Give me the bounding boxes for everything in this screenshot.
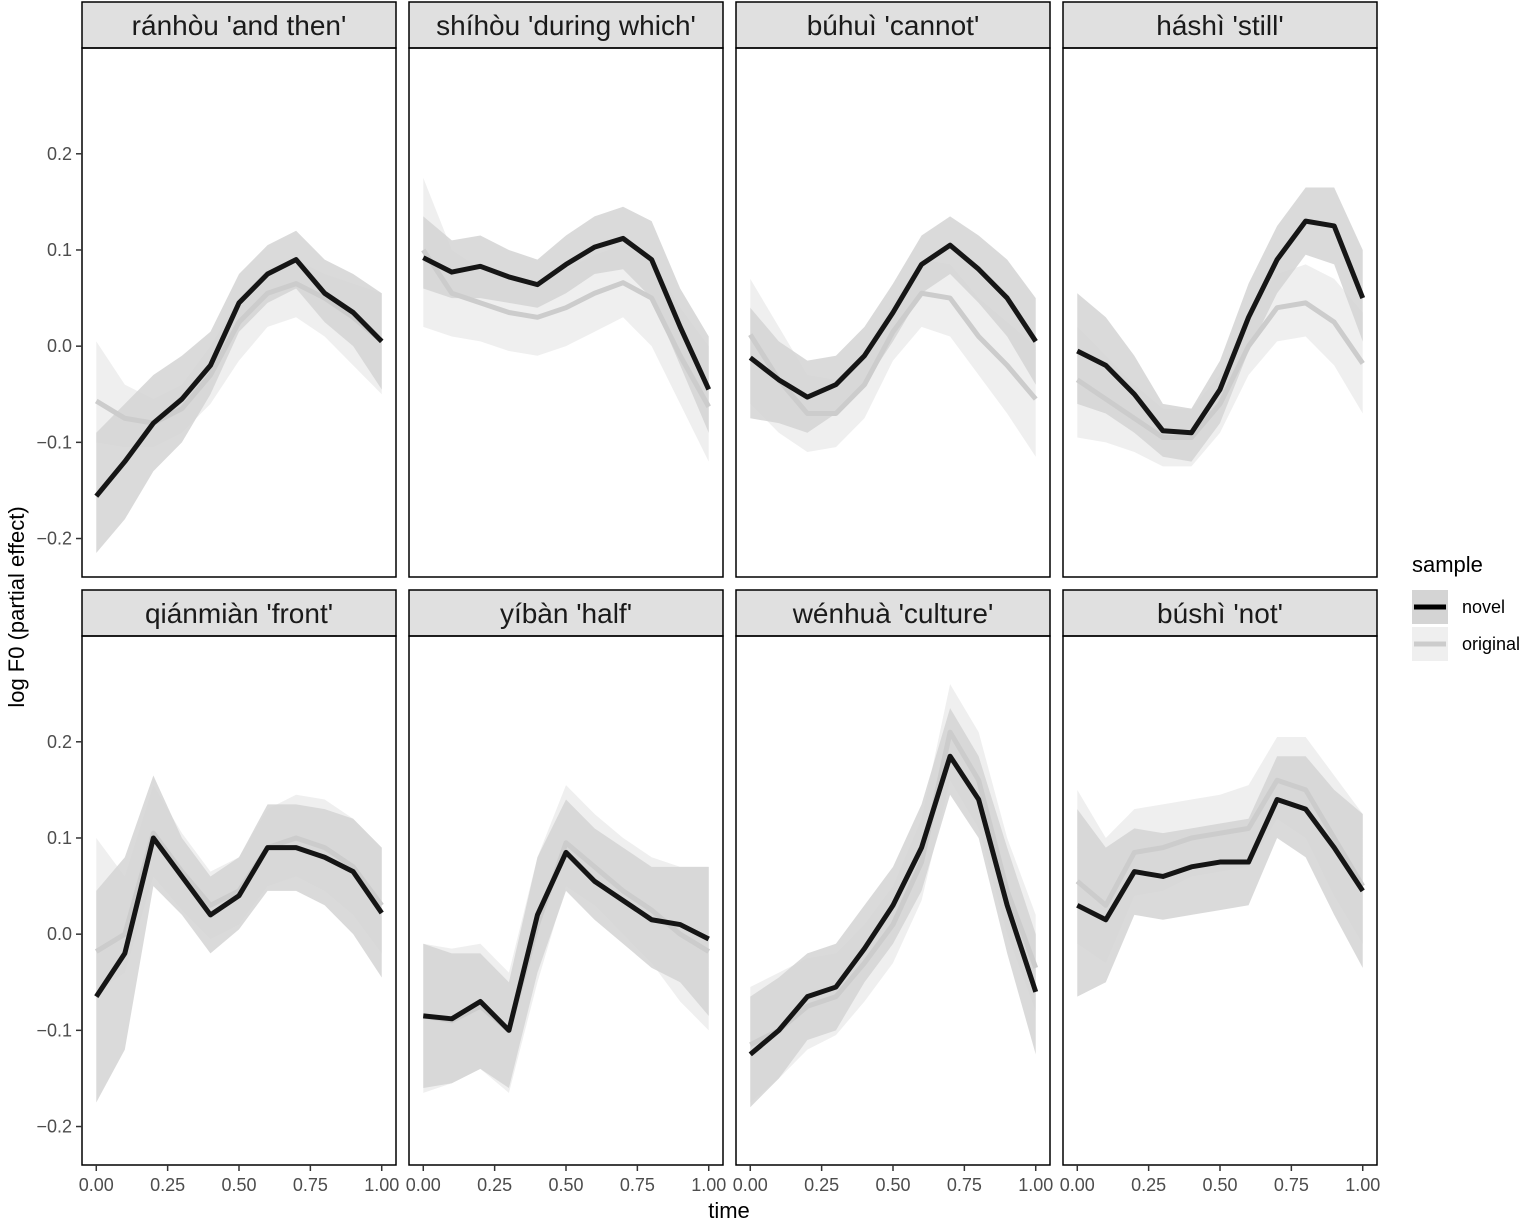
facet-panel: búhuì 'cannot'	[735, 1, 1051, 578]
y-axis-title: log F0 (partial effect)	[4, 506, 29, 707]
legend-label-novel: novel	[1462, 597, 1505, 617]
facet-panel: wénhuà 'culture'	[735, 589, 1051, 1166]
x-tick-label: 1.00	[1018, 1175, 1053, 1195]
y-tick-label: 0.0	[47, 924, 72, 944]
x-tick-label: 0.75	[293, 1175, 328, 1195]
legend: sample novel original	[1412, 552, 1520, 661]
facet-strip-title: qiánmiàn 'front'	[145, 598, 333, 629]
confidence-band-novel	[1077, 187, 1363, 462]
panel-data	[94, 775, 384, 1103]
legend-label-original: original	[1462, 634, 1520, 654]
y-tick-label: 0.2	[47, 732, 72, 752]
x-tick-label: 0.25	[150, 1175, 185, 1195]
x-tick-label: 0.50	[548, 1175, 583, 1195]
facet-strip	[408, 589, 724, 637]
panel-data	[1075, 736, 1365, 997]
y-tick-label: −0.1	[36, 1020, 72, 1040]
facet-strip-title: ránhòu 'and then'	[132, 10, 347, 41]
series-line-novel	[748, 753, 1039, 1057]
facet-panel: háshì 'still'	[1062, 1, 1378, 578]
confidence-band-novel	[423, 206, 709, 433]
facet-panel: shíhòu 'during which'	[408, 1, 724, 578]
panel-data	[1075, 187, 1366, 467]
facet-strip-title: yíbàn 'half'	[500, 598, 632, 629]
series-line-original	[748, 290, 1038, 416]
series-line-original	[1075, 300, 1365, 441]
facet-strip	[81, 1, 397, 49]
panel-data	[94, 230, 384, 553]
x-tick-label: 1.00	[1345, 1175, 1380, 1195]
facet-panels: ránhòu 'and then' shíhòu 'during which' bú…	[81, 1, 1378, 1166]
x-tick-label: 0.50	[221, 1175, 256, 1195]
x-tick-label: 0.50	[1202, 1175, 1237, 1195]
x-tick-label: 0.25	[1131, 1175, 1166, 1195]
panel-border	[735, 47, 1051, 578]
facet-strip	[408, 1, 724, 49]
y-tick-label: −0.1	[36, 432, 72, 452]
facet-panel: yíbàn 'half'	[408, 589, 724, 1166]
x-axis-title: time	[708, 1198, 750, 1223]
y-tick-label: 0.1	[47, 240, 72, 260]
series-line-novel	[94, 257, 384, 498]
facet-panel: ránhòu 'and then'	[81, 1, 397, 578]
facet-strip-title: búshì 'not'	[1157, 598, 1283, 629]
series-line-novel	[1076, 218, 1366, 436]
x-tick-label: 0.00	[733, 1175, 768, 1195]
panel-data	[421, 177, 712, 462]
legend-title: sample	[1412, 552, 1483, 577]
confidence-band-novel	[96, 775, 382, 1103]
y-tick-label: 0.2	[47, 144, 72, 164]
x-tick-label: 0.25	[804, 1175, 839, 1195]
confidence-band-novel	[96, 230, 382, 553]
x-tick-label: 0.50	[875, 1175, 910, 1195]
panel-data	[422, 785, 711, 1093]
facet-strip-title: wénhuà 'culture'	[792, 598, 994, 629]
panel-border	[1062, 47, 1378, 578]
x-tick-label: 0.00	[1060, 1175, 1095, 1195]
series-line-novel	[94, 835, 384, 999]
facet-strip-title: shíhòu 'during which'	[436, 10, 696, 41]
panel-border	[408, 47, 724, 578]
y-tick-label: −0.2	[36, 529, 72, 549]
series-line-original	[749, 729, 1039, 1048]
x-tick-label: 0.00	[79, 1175, 114, 1195]
facet-strip	[81, 589, 397, 637]
x-tick-label: 0.75	[947, 1175, 982, 1195]
series-line-original	[421, 248, 711, 408]
confidence-band-original	[423, 177, 709, 462]
panel-border	[81, 47, 397, 578]
series-line-novel	[423, 849, 710, 1033]
x-tick-label: 0.75	[620, 1175, 655, 1195]
series-line-original	[422, 840, 711, 1033]
facet-strip-title: búhuì 'cannot'	[807, 10, 980, 41]
axes: −0.2 −0.1 0.0 0.1 0.2 −0.2 −0.1 0.0 0.1 0.2 0.00 0.…	[36, 144, 1380, 1195]
panel-data	[748, 684, 1039, 1108]
panel-data	[748, 216, 1038, 457]
confidence-band-novel	[750, 216, 1036, 433]
y-tick-label: 0.0	[47, 336, 72, 356]
series-line-novel	[748, 242, 1038, 400]
series-line-novel	[422, 235, 712, 391]
y-tick-label: 0.1	[47, 828, 72, 848]
x-tick-label: 1.00	[691, 1175, 726, 1195]
x-tick-label: 0.00	[406, 1175, 441, 1195]
series-line-original	[94, 281, 384, 426]
series-line-original	[1075, 777, 1365, 908]
facet-strip	[735, 589, 1051, 637]
x-tick-label: 1.00	[364, 1175, 399, 1195]
facet-panel: búshì 'not'	[1062, 589, 1378, 1166]
facet-panel: qiánmiàn 'front'	[81, 589, 397, 1166]
x-tick-label: 0.25	[477, 1175, 512, 1195]
x-tick-label: 0.75	[1274, 1175, 1309, 1195]
facet-strip	[1062, 589, 1378, 637]
confidence-band-novel	[1077, 756, 1363, 997]
series-line-novel	[1076, 797, 1365, 923]
facet-strip	[1062, 1, 1378, 49]
y-tick-label: −0.2	[36, 1117, 72, 1137]
facet-strip-title: háshì 'still'	[1156, 10, 1283, 41]
